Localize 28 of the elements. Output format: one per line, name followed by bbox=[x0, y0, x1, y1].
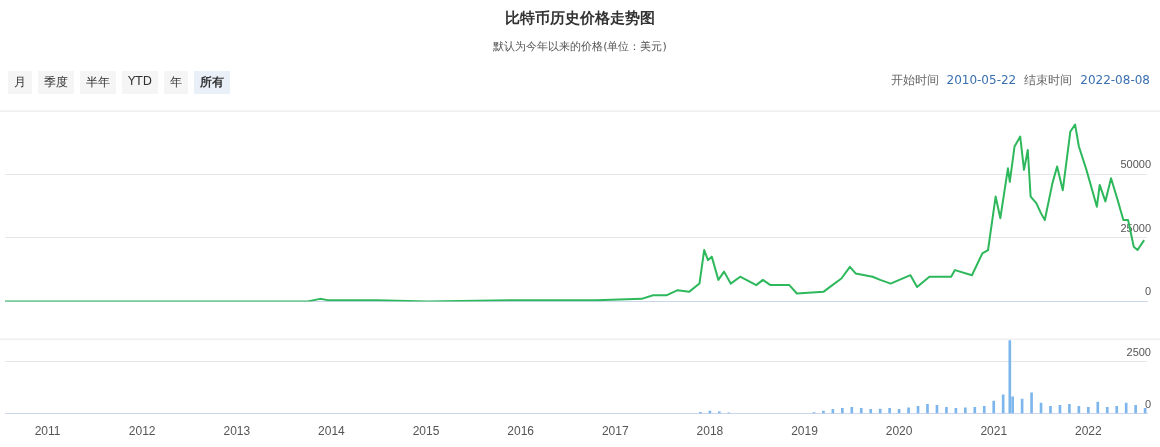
text: 开始时间 bbox=[890, 73, 939, 87]
text: 月 bbox=[8, 71, 32, 94]
x-tick-label: 2017 bbox=[601, 424, 629, 439]
x-tick-label: 2016 bbox=[507, 424, 535, 439]
x-tick-label: 2014 bbox=[318, 424, 346, 439]
text: YTD bbox=[122, 71, 158, 94]
x-tick-label: 2018 bbox=[696, 424, 724, 439]
x-tick-label: 2011 bbox=[34, 424, 61, 439]
x-tick-label: 2019 bbox=[791, 424, 819, 439]
x-tick-label: 2020 bbox=[885, 424, 913, 439]
x-tick-label: 2015 bbox=[412, 424, 440, 439]
text: 季度 bbox=[38, 71, 74, 94]
text: 所有 bbox=[193, 71, 230, 94]
text: 年 bbox=[163, 71, 188, 94]
y-tick-label: 50000 bbox=[1120, 158, 1151, 171]
text: 2022-08-08 bbox=[1080, 73, 1150, 87]
chart-subtitle: 默认为今年以来的价格(单位：美元) bbox=[492, 39, 668, 54]
text: 2010-05-22 bbox=[946, 73, 1017, 87]
x-tick-label: 2022 bbox=[1074, 424, 1103, 439]
text: 结束时间 bbox=[1024, 73, 1073, 87]
x-tick-label: 2013 bbox=[223, 424, 251, 439]
chart-title: 比特币历史价格走势图 bbox=[504, 9, 656, 28]
x-tick-label: 2012 bbox=[128, 424, 156, 439]
y-tick-label: 0 bbox=[1144, 397, 1151, 410]
y-tick-label: 0 bbox=[1144, 285, 1151, 298]
x-tick-label: 2021 bbox=[980, 424, 1008, 439]
text: 半年 bbox=[80, 71, 116, 94]
y-tick-label: 2500 bbox=[1126, 345, 1151, 358]
